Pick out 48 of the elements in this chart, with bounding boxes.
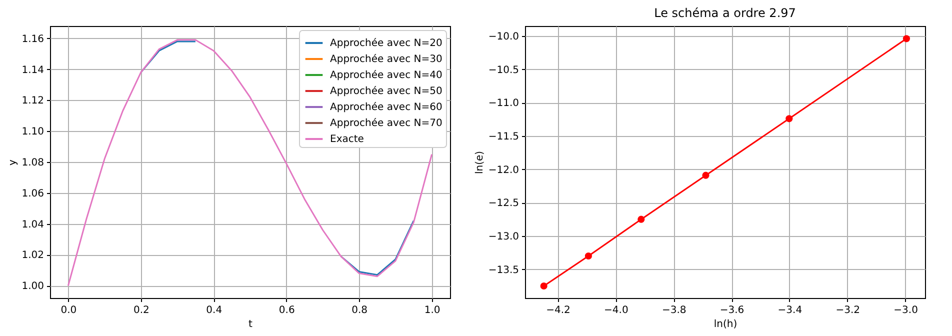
y-axis-title: y	[8, 159, 19, 166]
x-tick-label: −4.0	[604, 305, 628, 316]
x-tick-label: −3.0	[894, 305, 918, 316]
x-axis-title: ln(h)	[714, 319, 738, 330]
point	[638, 216, 645, 223]
y-tick-label: 1.16	[22, 34, 44, 45]
x-tick-label: −3.2	[836, 305, 860, 316]
x-axis-title: t	[248, 319, 253, 330]
point	[540, 282, 548, 290]
chart-title: Le schéma a ordre 2.97	[654, 6, 796, 20]
y-tick-label: −11.5	[488, 132, 519, 142]
point	[786, 115, 793, 122]
x-tick-label: 0.2	[133, 305, 150, 316]
y-tick-label: −10.5	[488, 64, 519, 76]
y-tick-label: 1.08	[22, 158, 44, 168]
y-tick-label: 1.04	[22, 219, 44, 230]
x-tick-label: −3.6	[720, 305, 744, 316]
legend-label: Exacte	[330, 134, 364, 145]
y-tick-label: 1.00	[22, 281, 44, 292]
x-tick-label: −4.2	[546, 305, 570, 316]
x-tick-label: −3.4	[778, 305, 802, 316]
x-tick-label: 0.4	[206, 305, 222, 316]
x-tick-label: 0.0	[60, 305, 77, 316]
legend-label: Approchée avec N=20	[330, 38, 442, 49]
y-tick-label: −13.5	[488, 264, 519, 276]
y-tick-label: 1.12	[22, 96, 44, 107]
y-tick-label: −13.0	[488, 232, 519, 242]
legend-label: Approchée avec N=40	[330, 70, 442, 81]
y-tick-label: 1.10	[22, 126, 44, 138]
point	[584, 252, 592, 260]
y-tick-label: 1.06	[22, 188, 44, 200]
point	[702, 172, 710, 179]
y-tick-label: 1.02	[22, 250, 44, 262]
point	[902, 35, 910, 42]
y-tick-label: −12.5	[488, 198, 519, 210]
legend-label: Approchée avec N=30	[330, 54, 442, 65]
y-axis-title: ln(e)	[474, 150, 486, 174]
x-tick-label: 0.6	[278, 305, 295, 316]
x-tick-label: 1.0	[424, 305, 440, 316]
legend-label: Approchée avec N=60	[330, 102, 442, 113]
x-tick-label: 0.8	[352, 305, 368, 316]
legend-label: Approchée avec N=70	[330, 118, 442, 129]
legend-label: Approchée avec N=50	[330, 86, 442, 97]
y-tick-label: −12.0	[488, 164, 519, 176]
y-tick-label: −10.0	[488, 32, 519, 42]
x-tick-label: −3.8	[662, 305, 686, 316]
y-tick-label: 1.14	[22, 64, 44, 76]
y-tick-label: −11.0	[488, 98, 519, 110]
